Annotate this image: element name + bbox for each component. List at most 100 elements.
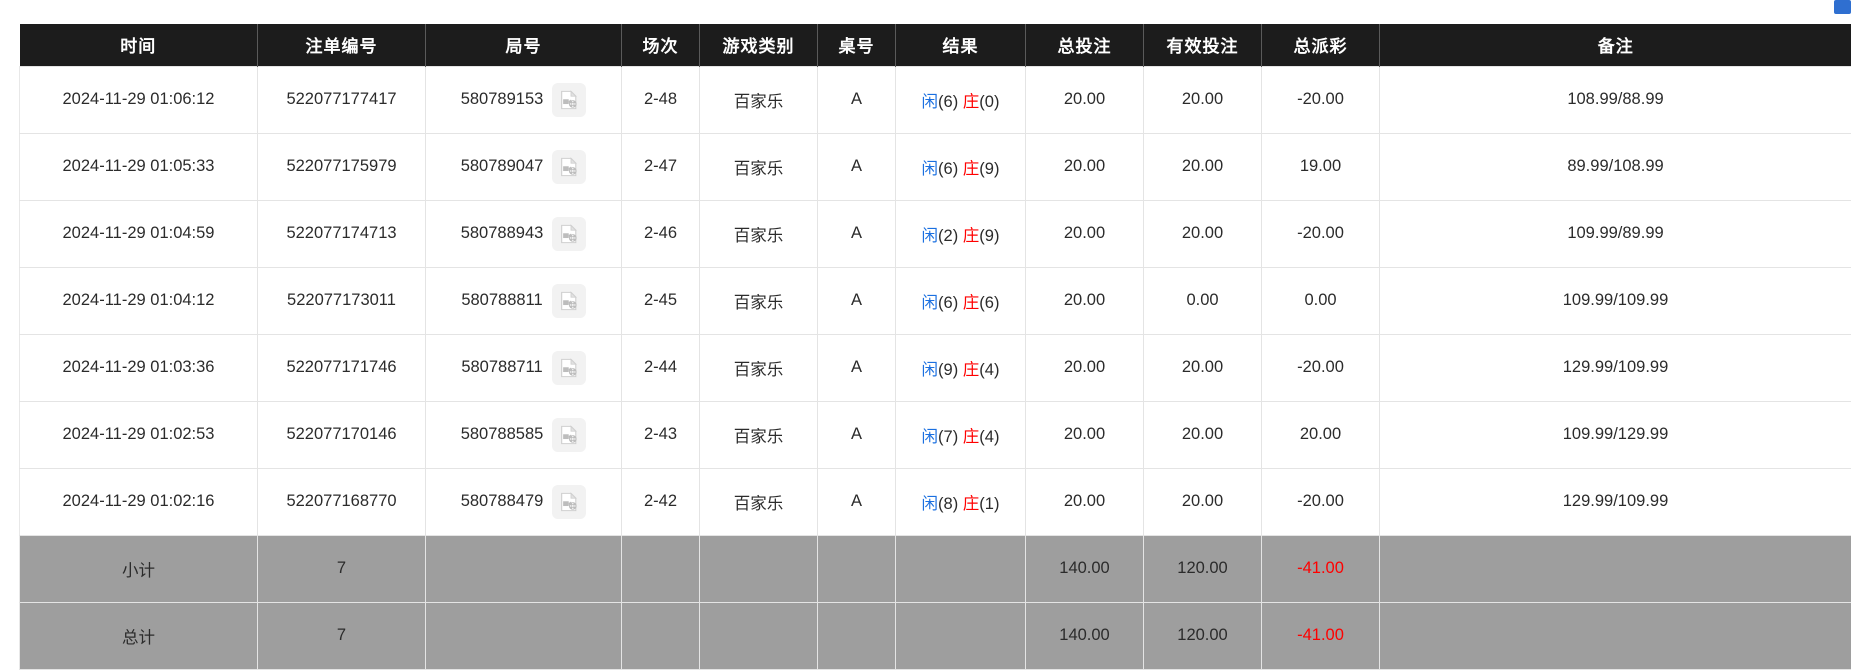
summary-blank-remark — [1380, 535, 1851, 602]
video-replay-icon[interactable] — [552, 83, 586, 117]
cell-remark: 129.99/109.99 — [1380, 334, 1851, 401]
video-replay-icon[interactable] — [552, 217, 586, 251]
video-replay-icon[interactable] — [552, 150, 586, 184]
cell-order-no: 522077177417 — [258, 66, 426, 133]
column-header-order-no[interactable]: 注单编号 — [258, 24, 426, 66]
round-no-text: 580789153 — [461, 90, 544, 109]
column-header-valid-bet[interactable]: 有效投注 — [1144, 24, 1262, 66]
cell-round-no: 580788585 — [426, 401, 622, 468]
result-banker-value: (4) — [979, 428, 999, 446]
video-replay-icon[interactable] — [552, 418, 586, 452]
summary-count: 7 — [258, 535, 426, 602]
cell-order-no: 522077170146 — [258, 401, 426, 468]
column-header-total-payout[interactable]: 总派彩 — [1262, 24, 1380, 66]
result-player-value: (6) — [938, 160, 958, 178]
result-player-label: 闲 — [922, 227, 939, 245]
cell-session: 2-45 — [622, 267, 700, 334]
summary-total-payout: -41.00 — [1262, 602, 1380, 669]
column-header-remark[interactable]: 备注 — [1380, 24, 1851, 66]
cell-session: 2-48 — [622, 66, 700, 133]
cell-result: 闲(9) 庄(4) — [896, 334, 1026, 401]
summary-blank-round — [426, 602, 622, 669]
result-banker-value: (6) — [979, 294, 999, 312]
cell-total-bet: 20.00 — [1026, 66, 1144, 133]
cell-session: 2-42 — [622, 468, 700, 535]
cell-total-payout: 20.00 — [1262, 401, 1380, 468]
summary-total-bet: 140.00 — [1026, 535, 1144, 602]
result-player-label: 闲 — [922, 361, 939, 379]
cell-time: 2024-11-29 01:04:12 — [20, 267, 258, 334]
cell-time: 2024-11-29 01:06:12 — [20, 66, 258, 133]
cell-table-no: A — [818, 267, 896, 334]
round-no-text: 580788711 — [461, 358, 542, 377]
cell-result: 闲(6) 庄(0) — [896, 66, 1026, 133]
summary-blank-session — [622, 602, 700, 669]
bet-records-table-container: 时间 注单编号 局号 场次 游戏类别 桌号 结果 总投注 有效投注 总派彩 备注… — [19, 24, 1851, 670]
result-banker-value: (0) — [979, 93, 999, 111]
cell-total-payout: -20.00 — [1262, 468, 1380, 535]
video-replay-icon[interactable] — [552, 284, 586, 318]
result-player-label: 闲 — [922, 160, 939, 178]
summary-blank-round — [426, 535, 622, 602]
cell-table-no: A — [818, 133, 896, 200]
result-player-label: 闲 — [922, 495, 939, 513]
video-replay-icon[interactable] — [552, 485, 586, 519]
column-header-session[interactable]: 场次 — [622, 24, 700, 66]
cell-total-bet: 20.00 — [1026, 133, 1144, 200]
cell-result: 闲(6) 庄(9) — [896, 133, 1026, 200]
cell-time: 2024-11-29 01:02:16 — [20, 468, 258, 535]
result-banker-label: 庄 — [963, 294, 980, 312]
cell-result: 闲(6) 庄(6) — [896, 267, 1026, 334]
column-header-round-no[interactable]: 局号 — [426, 24, 622, 66]
result-player-value: (7) — [938, 428, 958, 446]
column-header-time[interactable]: 时间 — [20, 24, 258, 66]
column-header-table-no[interactable]: 桌号 — [818, 24, 896, 66]
cell-round-no: 580788711 — [426, 334, 622, 401]
cell-game-type: 百家乐 — [700, 401, 818, 468]
cell-time: 2024-11-29 01:02:53 — [20, 401, 258, 468]
cell-round-no: 580789047 — [426, 133, 622, 200]
result-player-label: 闲 — [922, 93, 939, 111]
cell-session: 2-46 — [622, 200, 700, 267]
vertical-scrollbar-thumb[interactable] — [1834, 0, 1851, 14]
table-header: 时间 注单编号 局号 场次 游戏类别 桌号 结果 总投注 有效投注 总派彩 备注 — [20, 24, 1851, 66]
column-header-total-bet[interactable]: 总投注 — [1026, 24, 1144, 66]
cell-game-type: 百家乐 — [700, 200, 818, 267]
cell-order-no: 522077168770 — [258, 468, 426, 535]
cell-table-no: A — [818, 401, 896, 468]
cell-valid-bet: 20.00 — [1144, 66, 1262, 133]
cell-total-bet: 20.00 — [1026, 334, 1144, 401]
cell-valid-bet: 0.00 — [1144, 267, 1262, 334]
summary-label: 小计 — [20, 535, 258, 602]
summary-label: 总计 — [20, 602, 258, 669]
result-banker-value: (9) — [979, 227, 999, 245]
video-replay-icon[interactable] — [552, 351, 586, 385]
result-banker-label: 庄 — [963, 428, 980, 446]
summary-blank-remark — [1380, 602, 1851, 669]
summary-valid-bet: 120.00 — [1144, 602, 1262, 669]
column-header-result[interactable]: 结果 — [896, 24, 1026, 66]
result-player-value: (8) — [938, 495, 958, 513]
summary-blank-table — [818, 535, 896, 602]
cell-table-no: A — [818, 468, 896, 535]
cell-valid-bet: 20.00 — [1144, 468, 1262, 535]
round-no-text: 580788943 — [461, 224, 544, 243]
table-header-row: 时间 注单编号 局号 场次 游戏类别 桌号 结果 总投注 有效投注 总派彩 备注 — [20, 24, 1851, 66]
result-banker-label: 庄 — [963, 361, 980, 379]
cell-valid-bet: 20.00 — [1144, 334, 1262, 401]
bet-records-table: 时间 注单编号 局号 场次 游戏类别 桌号 结果 总投注 有效投注 总派彩 备注… — [19, 24, 1851, 670]
cell-valid-bet: 20.00 — [1144, 200, 1262, 267]
round-no-text: 580788585 — [461, 425, 544, 444]
cell-order-no: 522077171746 — [258, 334, 426, 401]
cell-round-no: 580789153 — [426, 66, 622, 133]
cell-total-bet: 20.00 — [1026, 468, 1144, 535]
column-header-game-type[interactable]: 游戏类别 — [700, 24, 818, 66]
result-banker-value: (4) — [979, 361, 999, 379]
